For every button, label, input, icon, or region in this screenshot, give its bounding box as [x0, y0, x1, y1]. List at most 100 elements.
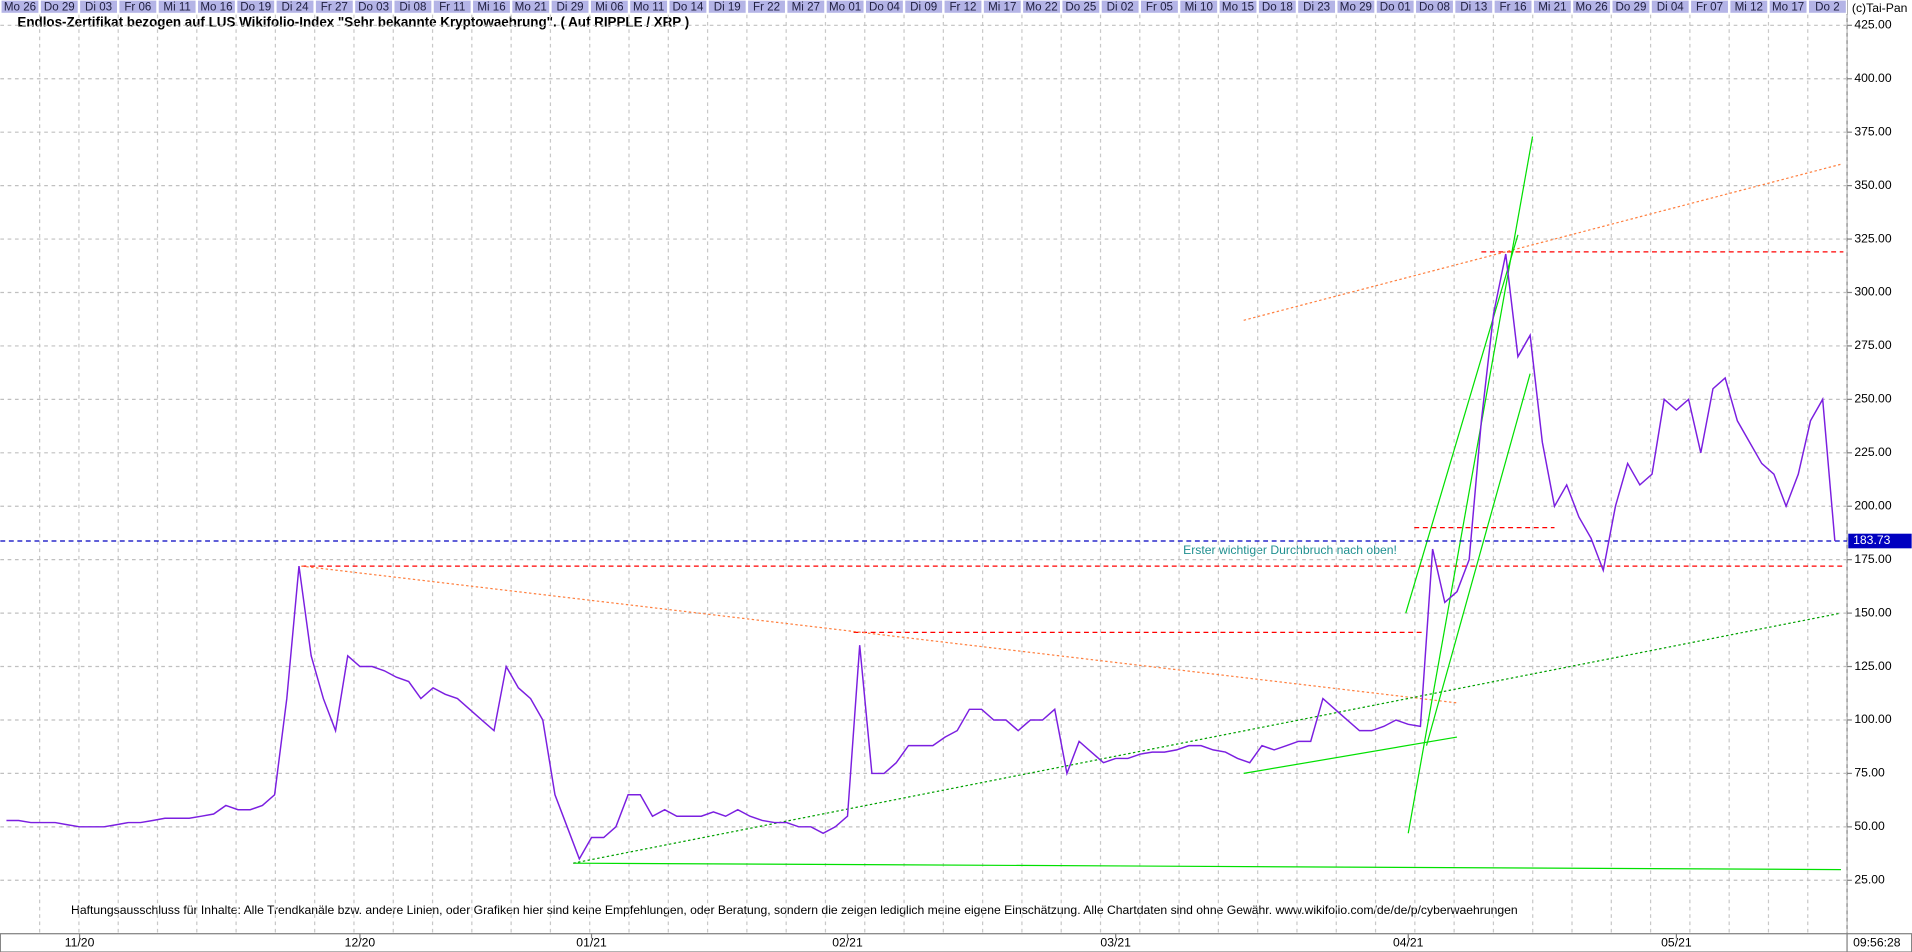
top-cell [1218, 0, 1258, 15]
top-cell [157, 0, 197, 15]
top-label: Fr 12 [949, 1, 976, 13]
y-tick-label: 225.00 [1854, 445, 1891, 459]
top-label: Di 03 [85, 1, 112, 13]
top-label: Mo 26 [1576, 1, 1608, 13]
y-tick-label: 250.00 [1854, 392, 1891, 406]
top-label: Mi 17 [988, 1, 1016, 13]
y-tick-label: 275.00 [1854, 338, 1891, 352]
top-cell [1454, 0, 1494, 15]
top-label: Mi 27 [792, 1, 820, 13]
x-tick-label: 11/20 [65, 936, 95, 950]
top-label: Mi 12 [1735, 1, 1763, 13]
top-cell [0, 0, 40, 15]
top-label: Fr 27 [321, 1, 348, 13]
top-cell [825, 0, 865, 15]
top-label: Mo 15 [1222, 1, 1254, 13]
grid [0, 14, 1848, 934]
top-cell [1572, 0, 1612, 15]
trendline [573, 862, 1841, 871]
y-tick-label: 100.00 [1854, 712, 1891, 726]
top-label: Mo 22 [1025, 1, 1057, 13]
y-tick-label: 425.00 [1854, 18, 1891, 32]
top-label: Do 08 [1419, 1, 1450, 13]
top-label: Do 04 [869, 1, 900, 13]
top-cell [1100, 0, 1140, 15]
top-cell [1375, 0, 1415, 15]
top-cell [1139, 0, 1180, 15]
trendline [573, 612, 1842, 864]
top-cell [1768, 0, 1808, 15]
y-tick-label: 75.00 [1854, 766, 1885, 780]
trendline [1425, 373, 1531, 746]
x-tick-label: 03/21 [1100, 936, 1131, 950]
top-label: Mo 17 [1772, 1, 1804, 13]
top-cell [707, 0, 747, 15]
y-tick-label: 50.00 [1854, 819, 1885, 833]
top-label: Do 2 [1815, 1, 1839, 13]
top-cell [1650, 0, 1690, 15]
top-cell [118, 0, 158, 15]
top-label: Mi 21 [1538, 1, 1566, 13]
top-cell [550, 0, 590, 15]
top-label: Mi 16 [477, 1, 505, 13]
top-cell [1689, 0, 1730, 15]
y-tick-label: 350.00 [1854, 178, 1891, 192]
top-label: Mo 01 [829, 1, 861, 13]
disclaimer: Haftungsausschluss für Inhalte: Alle Tre… [71, 903, 1518, 917]
x-tick-label: 05/21 [1661, 936, 1692, 950]
top-cell [1179, 0, 1219, 15]
top-label: Di 04 [1657, 1, 1685, 13]
top-label: Di 19 [714, 1, 741, 13]
x-tick-label: 01/21 [576, 936, 607, 950]
top-label: Do 29 [44, 1, 75, 13]
top-label: Di 09 [910, 1, 937, 13]
top-label: Di 02 [1107, 1, 1134, 13]
y-tick-label: 200.00 [1854, 498, 1891, 512]
top-cell [786, 0, 826, 15]
top-cell [432, 0, 472, 15]
price-line [6, 253, 1836, 861]
y-tick-label: 375.00 [1854, 124, 1891, 138]
top-label: Di 13 [1460, 1, 1487, 13]
top-cell [1493, 0, 1533, 15]
top-cell [314, 0, 354, 15]
x-tick-label: 04/21 [1393, 936, 1424, 950]
bottom-bar [0, 933, 1912, 952]
top-label: Mi 06 [595, 1, 623, 13]
top-cell [904, 0, 944, 15]
top-label: Mo 26 [4, 1, 36, 13]
top-label: Do 18 [1262, 1, 1293, 13]
top-label: Fr 22 [753, 1, 780, 13]
top-cell [1336, 0, 1376, 15]
top-label: Di 23 [1303, 1, 1330, 13]
top-label: Do 19 [240, 1, 271, 13]
y-tick-label: 150.00 [1854, 605, 1891, 619]
top-cell [1532, 0, 1573, 15]
top-label: Do 14 [672, 1, 703, 13]
top-label: Do 29 [1615, 1, 1646, 13]
top-cell [39, 0, 79, 15]
top-label: Fr 05 [1146, 1, 1173, 13]
last-value-box [1848, 533, 1912, 549]
y-tick-label: 25.00 [1854, 872, 1885, 886]
top-label: Di 08 [399, 1, 426, 13]
top-cell [471, 0, 512, 15]
top-cell [78, 0, 119, 15]
top-cell [1296, 0, 1337, 15]
top-label: Di 24 [282, 1, 310, 13]
annotation: Erster wichtiger Durchbruch nach oben! [1183, 543, 1397, 557]
copyright: (c)Tai-Pan [1852, 1, 1907, 15]
top-cell [746, 0, 787, 15]
top-cell [511, 0, 551, 15]
top-cell [1807, 0, 1848, 15]
trendline [1243, 163, 1842, 321]
chart-title: Endlos-Zertifikat bezogen auf LUS Wikifo… [17, 15, 689, 30]
top-label: Mi 10 [1185, 1, 1213, 13]
top-bar: Mo 26 Do 29 Di 03 Fr 06 Mi 11 Mo 16 Do 19 Di 24… [0, 0, 1848, 15]
top-cell [943, 0, 983, 15]
trendline [301, 565, 1458, 704]
y-tick-label: 125.00 [1854, 659, 1891, 673]
top-cell [353, 0, 394, 15]
